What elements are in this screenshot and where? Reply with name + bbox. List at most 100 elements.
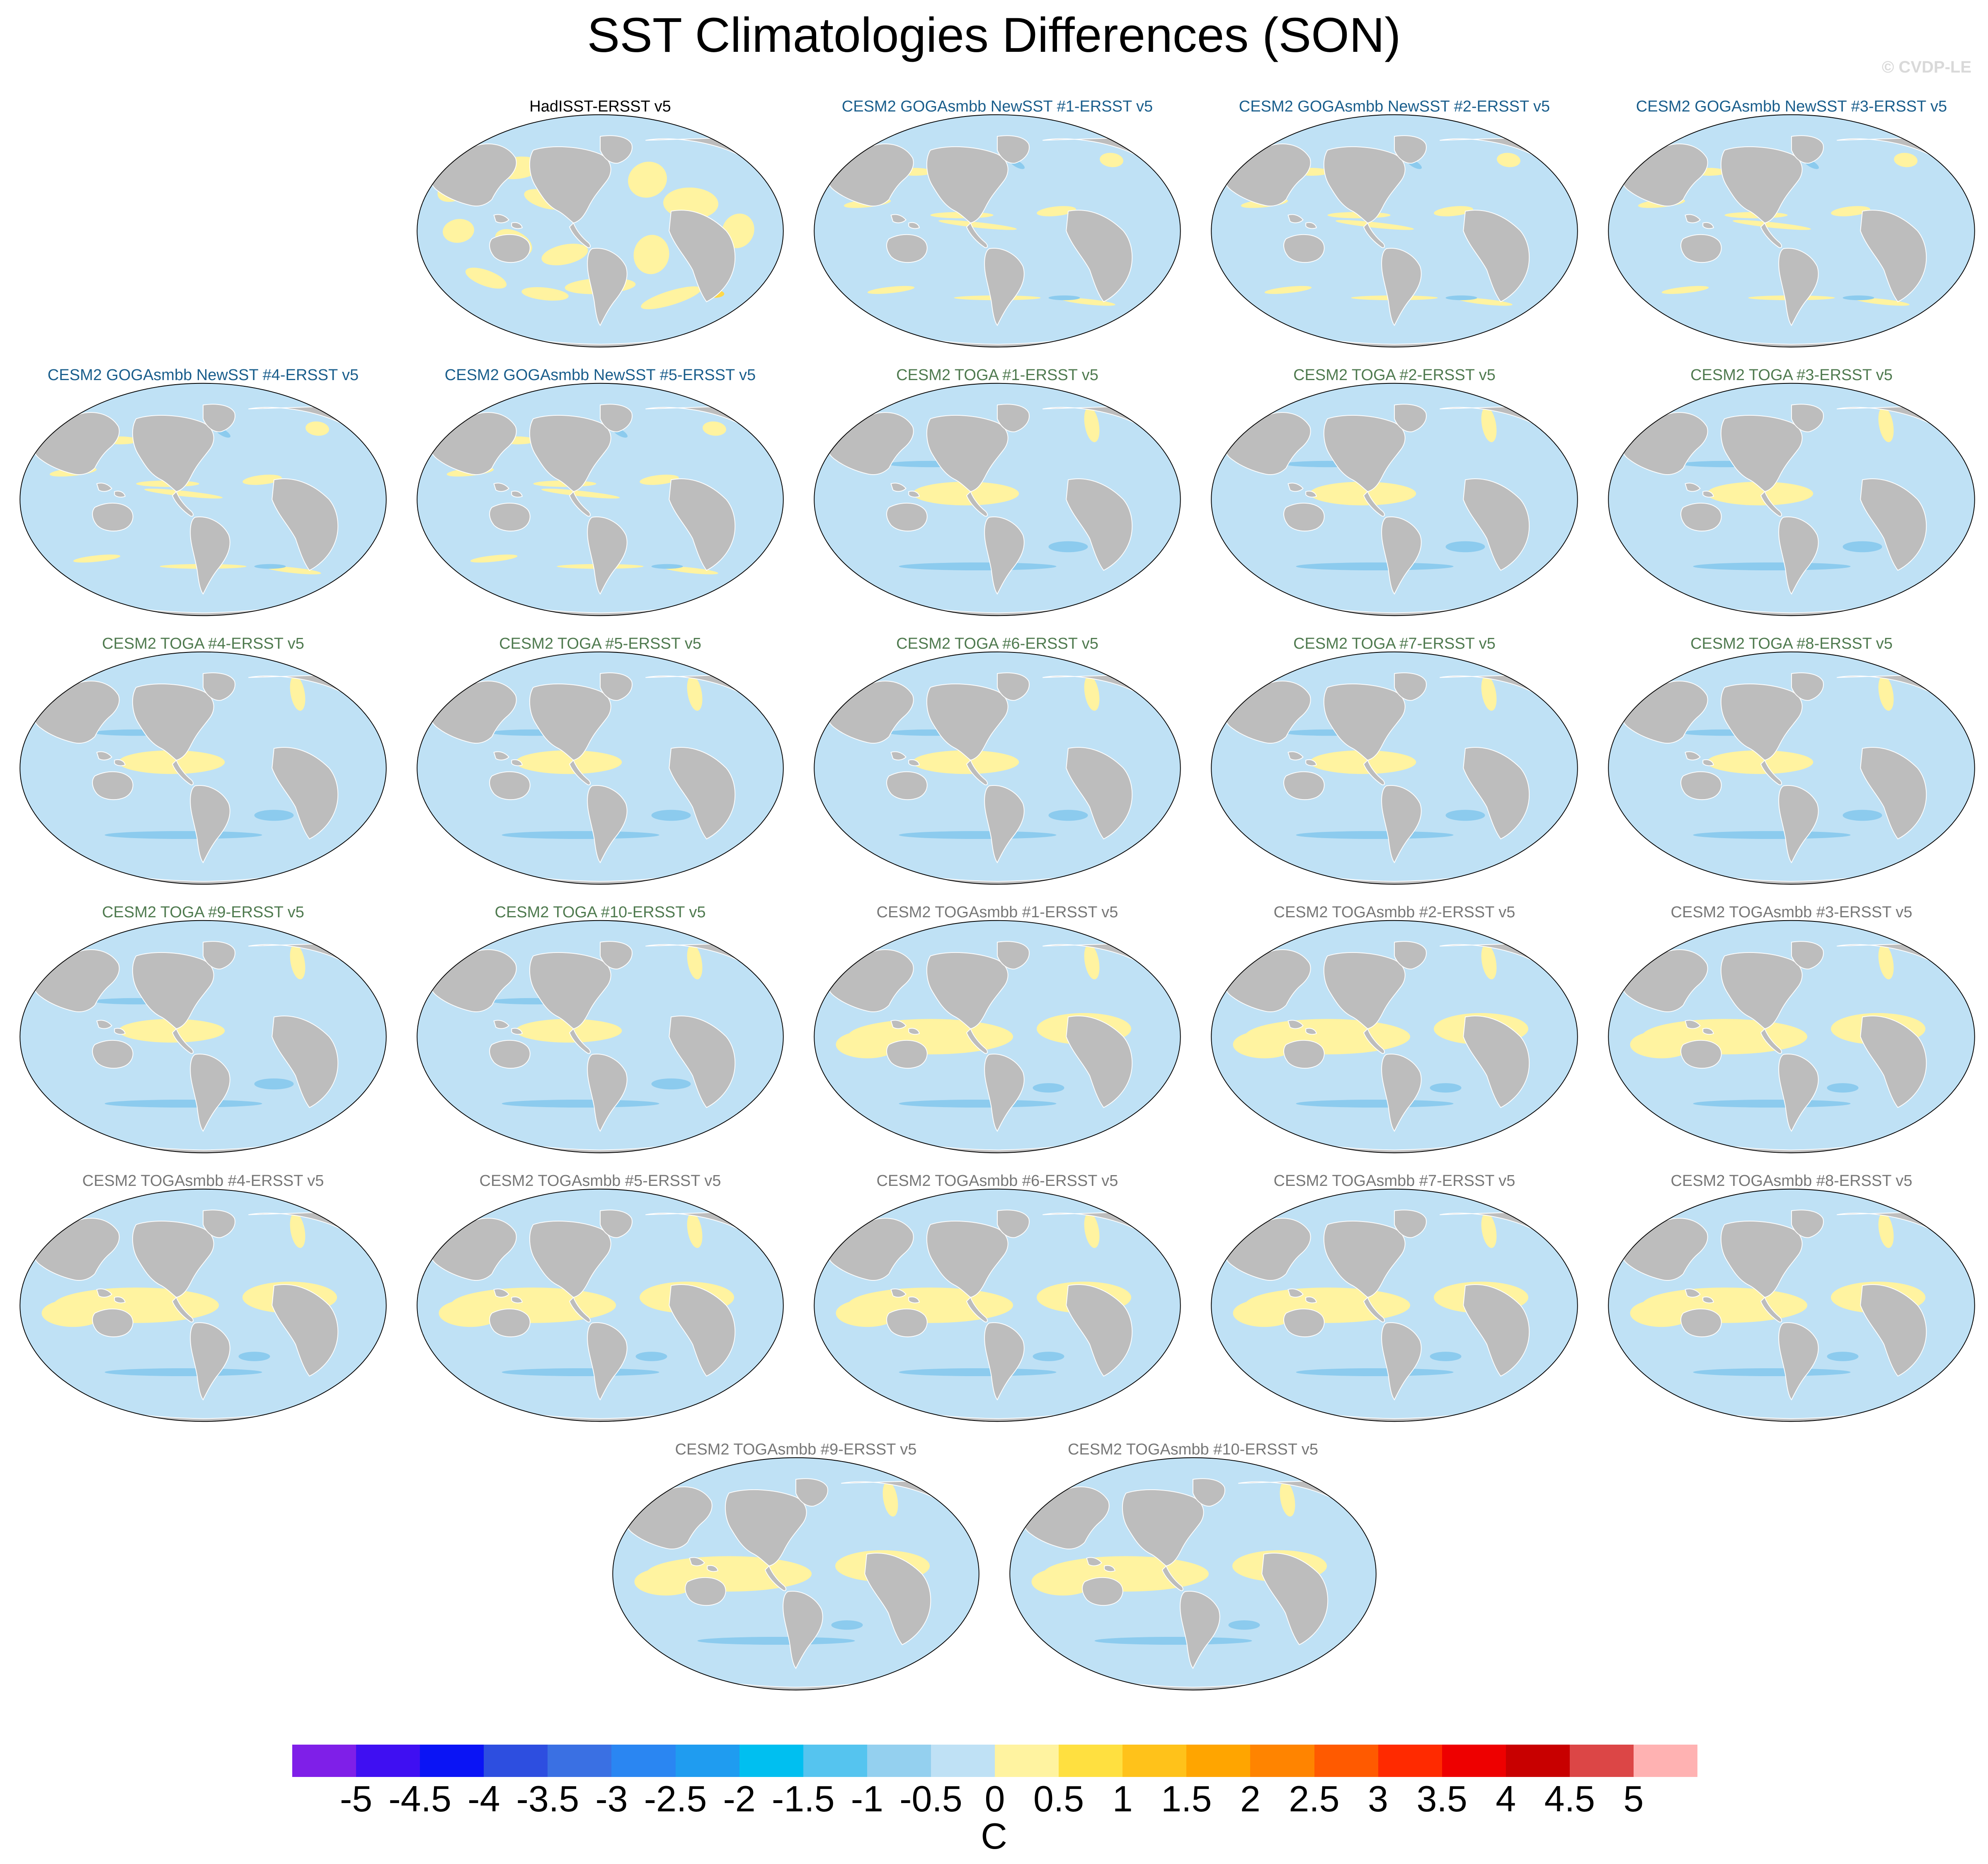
- map-panel: CESM2 TOGAsmbb #8-ERSST v5: [1597, 1171, 1986, 1428]
- global-sst-map: [1211, 383, 1578, 616]
- map-panel: CESM2 TOGAsmbb #5-ERSST v5: [405, 1171, 795, 1428]
- panel-title: CESM2 GOGAsmbb NewSST #2-ERSST v5: [1239, 98, 1550, 115]
- panel-title: CESM2 TOGA #9-ERSST v5: [102, 904, 304, 921]
- global-sst-map: [417, 1188, 784, 1422]
- colorbar-box: [1442, 1745, 1506, 1777]
- global-sst-map: [814, 1188, 1181, 1422]
- colorbar-tick-label: -5: [339, 1778, 373, 1819]
- colorbar-tick-label: 3: [1368, 1778, 1389, 1819]
- global-sst-map: [1608, 1188, 1975, 1422]
- map-panel: CESM2 TOGAsmbb #1-ERSST v5: [802, 902, 1192, 1159]
- colorbar-tick-label: -3: [595, 1778, 628, 1819]
- colorbar-tick-label: -1.5: [771, 1778, 835, 1819]
- map-panel: CESM2 TOGAsmbb #6-ERSST v5: [802, 1171, 1192, 1428]
- colorbar-box: [548, 1745, 612, 1777]
- map-panel: CESM2 TOGA #10-ERSST v5: [405, 902, 795, 1159]
- map-panel: CESM2 TOGAsmbb #2-ERSST v5: [1200, 902, 1589, 1159]
- panel-title: CESM2 TOGAsmbb #5-ERSST v5: [479, 1172, 721, 1190]
- colorbar-tick-label: 5: [1623, 1778, 1644, 1819]
- colorbar-tick-label: -2: [723, 1778, 756, 1819]
- panel-title: CESM2 TOGAsmbb #7-ERSST v5: [1273, 1172, 1515, 1190]
- panel-title: CESM2 TOGAsmbb #4-ERSST v5: [82, 1172, 324, 1190]
- global-sst-map: [1211, 1188, 1578, 1422]
- panel-title: CESM2 TOGA #4-ERSST v5: [102, 635, 304, 652]
- colorbar-tick-label: 2.5: [1289, 1778, 1340, 1819]
- map-panel: CESM2 TOGA #7-ERSST v5: [1200, 633, 1589, 890]
- global-sst-map: [814, 920, 1181, 1154]
- panel-title: CESM2 TOGA #5-ERSST v5: [499, 635, 701, 652]
- global-sst-map: [1608, 114, 1975, 348]
- global-sst-map: [417, 651, 784, 885]
- panel-title: CESM2 TOGAsmbb #3-ERSST v5: [1670, 904, 1913, 921]
- global-sst-map: [19, 1188, 387, 1422]
- colorbar-box: [931, 1745, 995, 1777]
- global-sst-map: [814, 651, 1181, 885]
- map-panel: CESM2 TOGA #4-ERSST v5: [8, 633, 398, 890]
- global-sst-map: [19, 920, 387, 1154]
- colorbar-box: [803, 1745, 867, 1777]
- colorbar-tick-label: 1.5: [1161, 1778, 1212, 1819]
- panel-title: CESM2 TOGA #1-ERSST v5: [896, 366, 1098, 384]
- map-panel: CESM2 GOGAsmbb NewSST #3-ERSST v5: [1597, 96, 1986, 353]
- colorbar-tick-label: 2: [1240, 1778, 1261, 1819]
- panel-title: CESM2 TOGAsmbb #8-ERSST v5: [1670, 1172, 1913, 1190]
- colorbar-box: [1314, 1745, 1378, 1777]
- map-panel: CESM2 GOGAsmbb NewSST #1-ERSST v5: [802, 96, 1192, 353]
- panel-title: CESM2 TOGA #6-ERSST v5: [896, 635, 1098, 652]
- colorbar-box: [292, 1745, 356, 1777]
- colorbar-box: [1059, 1745, 1123, 1777]
- global-sst-map: [417, 114, 784, 348]
- colorbar-box: [1633, 1745, 1698, 1777]
- map-panel: CESM2 TOGA #5-ERSST v5: [405, 633, 795, 890]
- colorbar-box: [356, 1745, 420, 1777]
- global-sst-map: [1009, 1457, 1377, 1691]
- global-sst-map: [1608, 651, 1975, 885]
- panel-title: CESM2 TOGAsmbb #6-ERSST v5: [876, 1172, 1118, 1190]
- global-sst-map: [1211, 114, 1578, 348]
- panel-title: CESM2 TOGAsmbb #1-ERSST v5: [876, 904, 1118, 921]
- map-panel: CESM2 GOGAsmbb NewSST #5-ERSST v5: [405, 365, 795, 622]
- colorbar-box: [675, 1745, 739, 1777]
- global-sst-map: [1211, 651, 1578, 885]
- panel-title: CESM2 TOGA #8-ERSST v5: [1690, 635, 1893, 652]
- map-panel: CESM2 TOGA #3-ERSST v5: [1597, 365, 1986, 622]
- colorbar-box: [995, 1745, 1059, 1777]
- global-sst-map: [19, 383, 387, 616]
- global-sst-map: [19, 651, 387, 885]
- panel-title: CESM2 TOGAsmbb #2-ERSST v5: [1273, 904, 1515, 921]
- colorbar-tick-label: 1: [1112, 1778, 1133, 1819]
- panel-title: CESM2 GOGAsmbb NewSST #4-ERSST v5: [47, 366, 359, 384]
- map-panel: CESM2 TOGAsmbb #9-ERSST v5: [601, 1439, 991, 1696]
- colorbar-box: [1250, 1745, 1314, 1777]
- colorbar-tick-label: 4: [1496, 1778, 1516, 1819]
- colorbar-box: [484, 1745, 548, 1777]
- figure-title: SST Climatologies Differences (SON): [587, 8, 1401, 63]
- map-panel: HadISST-ERSST v5: [405, 96, 795, 353]
- panel-title: CESM2 TOGA #7-ERSST v5: [1293, 635, 1496, 652]
- colorbar-box: [1378, 1745, 1442, 1777]
- global-sst-map: [612, 1457, 979, 1691]
- watermark: © CVDP-LE: [1881, 58, 1971, 76]
- map-panel: CESM2 TOGA #9-ERSST v5: [8, 902, 398, 1159]
- colorbar-tick-label: -4.5: [388, 1778, 451, 1819]
- map-panel: CESM2 TOGAsmbb #10-ERSST v5: [998, 1439, 1388, 1696]
- panel-title: CESM2 TOGAsmbb #9-ERSST v5: [675, 1441, 917, 1458]
- global-sst-map: [417, 383, 784, 616]
- colorbar-box: [1122, 1745, 1187, 1777]
- map-panel: CESM2 TOGA #2-ERSST v5: [1200, 365, 1589, 622]
- colorbar-tick-label: 3.5: [1416, 1778, 1467, 1819]
- panel-title: CESM2 GOGAsmbb NewSST #5-ERSST v5: [444, 366, 756, 384]
- map-panel: CESM2 TOGAsmbb #4-ERSST v5: [8, 1171, 398, 1428]
- colorbar-labels: -5 -4.5 -4 -3.5 -3 -2.5 -2 -1.5 -1 -0.5 0 0.5 1 1.5 2 2…: [0, 1778, 1988, 1820]
- global-sst-map: [814, 383, 1181, 616]
- colorbar-tick-label: -0.5: [899, 1778, 962, 1819]
- panel-title: CESM2 GOGAsmbb NewSST #1-ERSST v5: [841, 98, 1153, 115]
- global-sst-map: [1211, 920, 1578, 1154]
- colorbar-box: [420, 1745, 484, 1777]
- map-panel: CESM2 TOGAsmbb #3-ERSST v5: [1597, 902, 1986, 1159]
- colorbar-tick-label: -3.5: [516, 1778, 579, 1819]
- colorbar-box: [867, 1745, 931, 1777]
- map-panel: CESM2 TOGA #6-ERSST v5: [802, 633, 1192, 890]
- map-panel: CESM2 TOGA #8-ERSST v5: [1597, 633, 1986, 890]
- colorbar-box: [1506, 1745, 1570, 1777]
